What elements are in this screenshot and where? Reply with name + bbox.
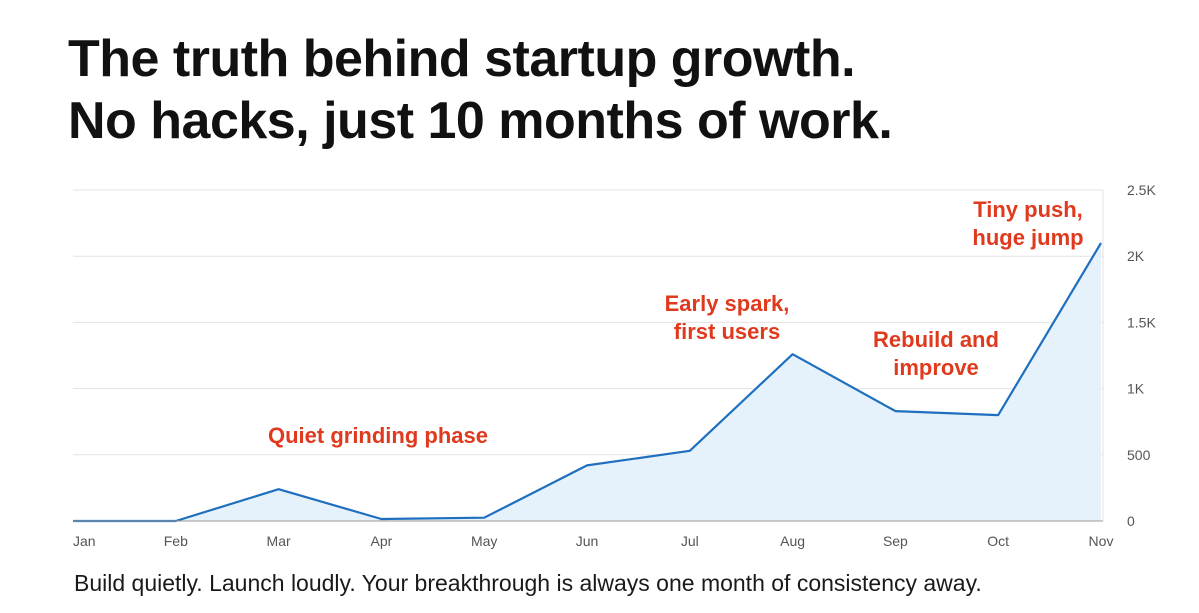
x-tick-label: Jun (576, 533, 599, 549)
annotation-line: huge jump (972, 225, 1083, 250)
area-fill (73, 243, 1101, 521)
x-tick-label: May (471, 533, 497, 549)
series-line (73, 242, 1102, 523)
annotation-line: improve (893, 355, 979, 380)
x-tick-label: Jul (681, 533, 699, 549)
annotation: Rebuild and improve (873, 327, 999, 380)
headline-line-1: The truth behind startup growth. (68, 30, 856, 88)
y-tick-label: 1.5K (1127, 314, 1156, 330)
x-tick-label: Feb (164, 533, 188, 549)
annotation-line: Rebuild and (873, 327, 999, 352)
annotation-line: first users (674, 319, 780, 344)
headline: The truth behind startup growth. No hack… (68, 28, 893, 152)
caption: Build quietly. Launch loudly. Your break… (74, 570, 982, 596)
x-tick-label: Oct (987, 533, 1009, 549)
x-tick-label: Nov (1089, 533, 1114, 549)
y-tick-label: 2.5K (1127, 182, 1156, 198)
x-tick-label: Jan (73, 533, 96, 549)
annotation: Early spark, first users (665, 291, 790, 344)
annotation-line: Tiny push, (973, 197, 1083, 222)
area-layer (73, 242, 1102, 523)
y-tick-labels: 0 500 1K 1.5K 2K 2.5K (1127, 182, 1156, 529)
annotation: Quiet grinding phase (268, 423, 488, 448)
y-tick-label: 0 (1127, 513, 1135, 529)
annotation-line: Quiet grinding phase (268, 423, 488, 448)
annotation: Tiny push, huge jump (972, 197, 1083, 250)
y-tick-label: 2K (1127, 248, 1145, 264)
y-tick-label: 500 (1127, 447, 1151, 463)
headline-line-2: No hacks, just 10 months of work. (68, 92, 893, 150)
x-tick-label: Mar (267, 533, 291, 549)
x-tick-labels: Jan Feb Mar Apr May Jun Jul Aug Sep Oct Nov (73, 533, 1113, 549)
y-tick-label: 1K (1127, 381, 1145, 397)
x-tick-label: Apr (371, 533, 393, 549)
x-tick-label: Aug (780, 533, 805, 549)
grid-lines (73, 189, 1104, 521)
annotation-line: Early spark, (665, 291, 790, 316)
x-tick-label: Sep (883, 533, 908, 549)
annotations: Quiet grinding phase Early spark, first us… (268, 197, 1084, 448)
